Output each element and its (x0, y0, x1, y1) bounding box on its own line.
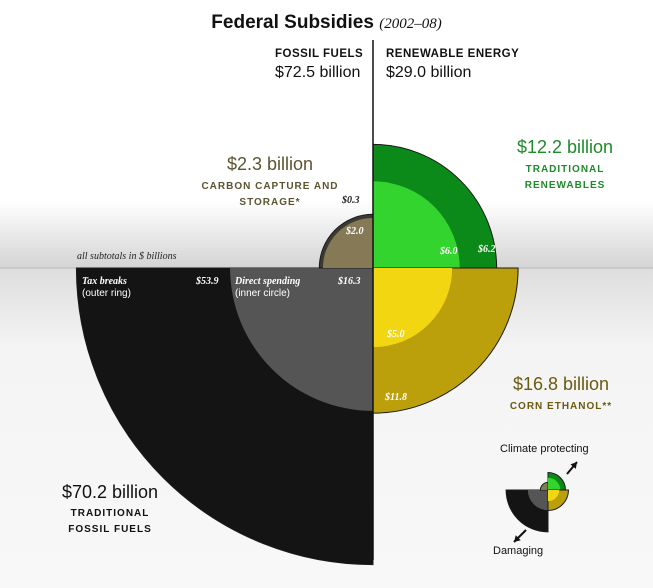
fossil-category-label: TRADITIONAL FOSSIL FUELS (68, 508, 152, 535)
corn-inner-value: $5.0 (387, 329, 405, 340)
corn-outer-value: $11.8 (385, 392, 407, 403)
corn-total-label: $16.8 billion (512, 374, 610, 394)
chart-marks (75, 143, 519, 566)
renewable-column-total: $29.0 billion (386, 64, 472, 81)
legend-fossil-inner (527, 490, 548, 511)
renewable-column-name: RENEWABLE ENERGY (386, 48, 520, 60)
subtotals-note: all subtotals in $ billions (77, 251, 177, 262)
legend-corn-inner (548, 490, 560, 502)
renewables-inner-value: $6.0 (440, 246, 458, 257)
ccs-category-label: CARBON CAPTURE AND STORAGE* (201, 181, 339, 208)
chart-title: Federal Subsidies (2002–08) (0, 12, 653, 34)
ring-key-outer-sub: (outer ring) (82, 288, 131, 299)
background-top (0, 0, 653, 268)
fossil-outer-value: $53.9 (196, 276, 219, 287)
title-main: Federal Subsidies (211, 12, 374, 33)
ccs-inner-circle (322, 217, 373, 268)
fossil-total-label: $70.2 billion (61, 482, 159, 502)
legend-ccs-inner (540, 482, 548, 490)
legend-arrow-down-head (514, 535, 521, 542)
corn-category-label: CORN ETHANOL** (509, 401, 613, 412)
legend-renew-inner (548, 477, 561, 490)
fossil-column-name: FOSSIL FUELS (275, 48, 364, 60)
fossil-inner-circle (230, 268, 373, 411)
ring-key-inner-title: Direct spending (235, 276, 301, 287)
fossil-column-total: $72.5 billion (275, 64, 361, 81)
ccs-outer-value: $0.3 (342, 195, 360, 206)
legend-glyph (505, 461, 578, 543)
legend-top-label: Climate protecting (500, 443, 589, 455)
ccs-total-label: $2.3 billion (226, 154, 314, 174)
legend-bottom-label: Damaging (493, 545, 544, 557)
corn-inner-circle (373, 268, 453, 348)
renewables-outer-value: $6.2 (478, 244, 496, 255)
ring-key-outer: Tax breaks (outer ring) (82, 276, 131, 300)
legend-arrow-up-head (570, 462, 577, 469)
renew-inner-circle (373, 181, 460, 268)
fossil-inner-value: $16.3 (338, 276, 361, 287)
title-years: (2002–08) (379, 16, 442, 32)
renewables-total-label: $12.2 billion (516, 137, 614, 157)
ccs-inner-value: $2.0 (346, 226, 364, 237)
ring-key-inner: Direct spending (inner circle) (235, 276, 300, 300)
ring-key-inner-sub: (inner circle) (235, 288, 291, 299)
renewables-category-label: TRADITIONAL RENEWABLES (524, 164, 606, 191)
ring-key-outer-title: Tax breaks (82, 276, 127, 287)
